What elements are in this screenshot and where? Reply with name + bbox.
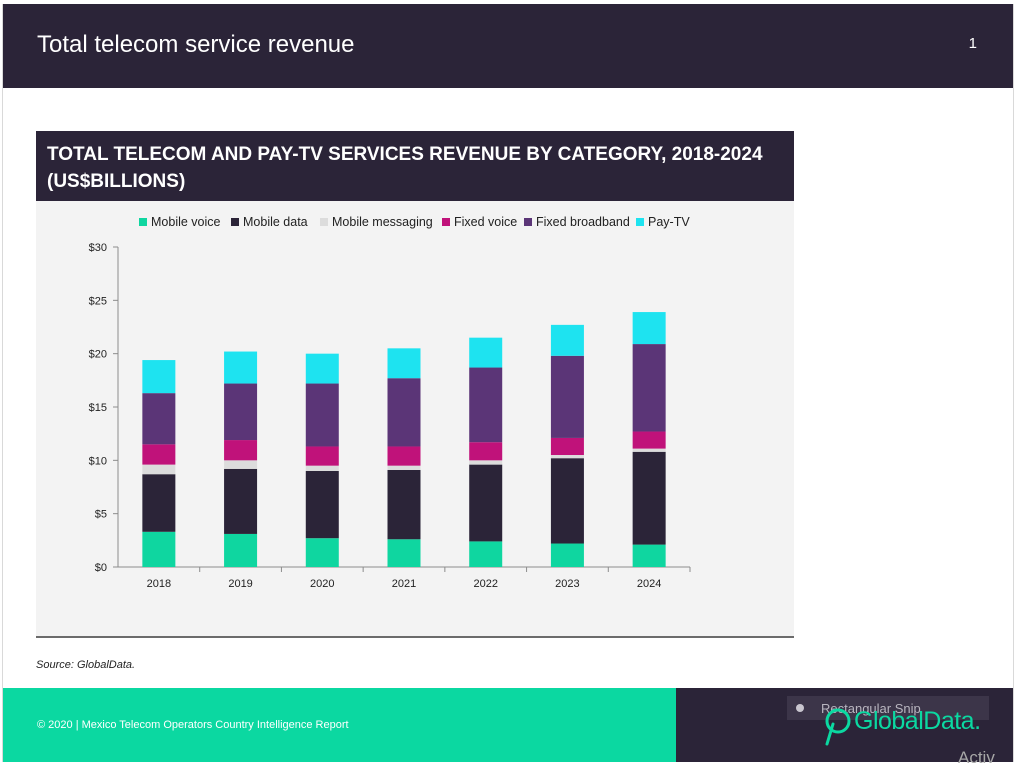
- bar-segment-mobile-data: [387, 469, 421, 540]
- chart-panel: TOTAL TELECOM AND PAY-TV SERVICES REVENU…: [36, 131, 794, 638]
- bar-segment-fixed-voice: [305, 446, 339, 466]
- bar-segment-fixed-voice: [224, 440, 258, 461]
- bar-segment-mobile-voice: [469, 541, 503, 567]
- legend-label: Mobile data: [243, 215, 308, 229]
- bar-segment-fixed-voice: [469, 442, 503, 461]
- bar-segment-pay-tv: [142, 360, 176, 394]
- x-tick-label: 2020: [310, 578, 334, 590]
- slide-header: Total telecom service revenue 1: [3, 4, 1013, 88]
- bar-segment-pay-tv: [632, 312, 666, 345]
- legend-swatch: [524, 218, 532, 226]
- slide: Total telecom service revenue 1 TOTAL TE…: [2, 4, 1014, 762]
- y-tick-label: $30: [89, 242, 107, 254]
- globaldata-logo-text: GlobalData.: [854, 707, 981, 735]
- bar-segment-mobile-voice: [224, 533, 258, 567]
- bar-segment-pay-tv: [469, 337, 503, 368]
- snip-tool-overlay[interactable]: [787, 696, 989, 720]
- bar-segment-fixed-broadband: [142, 393, 176, 445]
- bar-segment-mobile-data: [142, 474, 176, 532]
- bar-segment-fixed-broadband: [550, 355, 584, 438]
- bar-segment-mobile-data: [632, 451, 666, 545]
- legend-swatch: [139, 218, 147, 226]
- legend-swatch: [320, 218, 328, 226]
- x-tick-label: 2021: [392, 578, 416, 590]
- x-tick-label: 2019: [228, 578, 252, 590]
- x-tick-label: 2023: [555, 578, 579, 590]
- y-tick-label: $10: [89, 455, 107, 467]
- bar-segment-fixed-broadband: [305, 383, 339, 447]
- bar-segment-pay-tv: [224, 351, 258, 384]
- bar-segment-mobile-data: [469, 464, 503, 542]
- bar-segment-mobile-data: [305, 471, 339, 539]
- bar-segment-mobile-messaging: [469, 460, 503, 465]
- legend-label: Fixed voice: [454, 215, 517, 229]
- bar-segment-mobile-messaging: [142, 464, 176, 475]
- y-tick-label: $5: [95, 509, 107, 521]
- x-tick-label: 2024: [637, 578, 661, 590]
- bar-segment-fixed-broadband: [469, 367, 503, 443]
- y-tick-label: $20: [89, 349, 107, 361]
- y-tick-label: $0: [95, 562, 107, 574]
- bar-segment-pay-tv: [387, 348, 421, 379]
- legend-label: Mobile messaging: [332, 215, 433, 229]
- bar-segment-mobile-voice: [632, 544, 666, 567]
- bar-segment-fixed-voice: [142, 444, 176, 465]
- x-tick-label: 2022: [473, 578, 497, 590]
- bar-segment-mobile-messaging: [224, 460, 258, 469]
- legend-label: Fixed broadband: [536, 215, 630, 229]
- bar-segment-pay-tv: [305, 353, 339, 384]
- bar-segment-mobile-voice: [142, 531, 176, 567]
- bar-segment-mobile-messaging: [632, 448, 666, 452]
- bar-segment-mobile-voice: [387, 539, 421, 567]
- legend-swatch: [636, 218, 644, 226]
- x-tick-label: 2018: [147, 578, 171, 590]
- page-number: 1: [968, 35, 977, 52]
- slide-title: Total telecom service revenue: [37, 31, 355, 58]
- bar-segment-pay-tv: [550, 324, 584, 356]
- bar-segment-fixed-broadband: [632, 344, 666, 432]
- activation-watermark: Activ: [958, 748, 995, 767]
- footer-copyright: © 2020 | Mexico Telecom Operators Countr…: [37, 719, 349, 731]
- legend-label: Pay-TV: [648, 215, 690, 229]
- bar-segment-mobile-voice: [305, 538, 339, 567]
- y-tick-label: $15: [89, 402, 107, 414]
- bar-segment-mobile-data: [550, 458, 584, 544]
- chart-title: TOTAL TELECOM AND PAY-TV SERVICES REVENU…: [47, 144, 763, 192]
- bar-segment-mobile-messaging: [550, 455, 584, 459]
- bar-segment-fixed-voice: [632, 431, 666, 449]
- bar-segment-fixed-broadband: [224, 383, 258, 441]
- legend-label: Mobile voice: [151, 215, 221, 229]
- footer-band: [3, 688, 676, 762]
- source-note: Source: GlobalData.: [36, 659, 136, 671]
- bar-segment-mobile-messaging: [305, 465, 339, 471]
- bar-segment-mobile-voice: [550, 543, 584, 567]
- stacked-bar-chart: Mobile voice Mobile data Mobile messaging F…: [89, 215, 691, 590]
- globaldata-logo-icon: [825, 708, 851, 746]
- chart-title-bar: TOTAL TELECOM AND PAY-TV SERVICES REVENU…: [36, 131, 794, 201]
- y-tick-label: $25: [89, 295, 107, 307]
- bar-segment-mobile-messaging: [387, 465, 421, 470]
- snip-dot-icon: [796, 704, 804, 712]
- bar-segment-fixed-broadband: [387, 378, 421, 447]
- bar-segment-fixed-voice: [387, 446, 421, 466]
- legend-swatch: [442, 218, 450, 226]
- bar-segment-fixed-voice: [550, 437, 584, 455]
- bar-segment-mobile-data: [224, 468, 258, 534]
- legend-swatch: [231, 218, 239, 226]
